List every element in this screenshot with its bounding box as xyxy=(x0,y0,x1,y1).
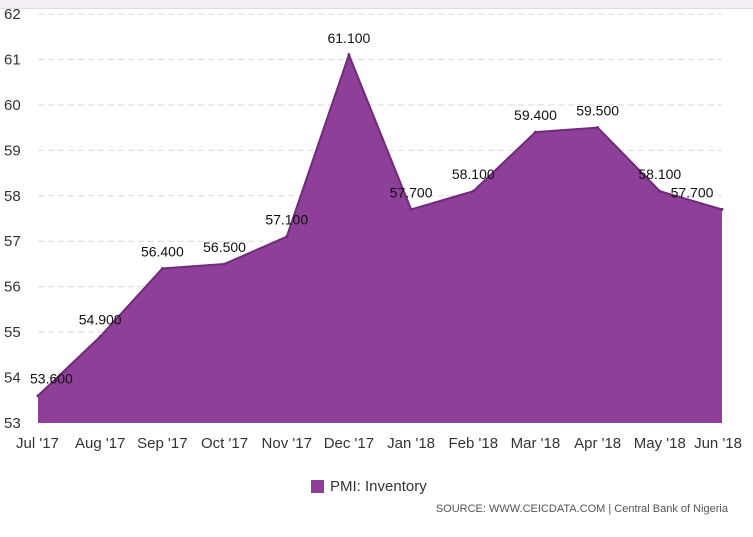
y-tick-label: 53 xyxy=(4,415,21,432)
x-tick-label: Jun '18 xyxy=(694,435,742,452)
x-tick-label: May '18 xyxy=(634,435,686,452)
data-labels: 53.600 54.900 56.400 56.500 57.100 61.100 57.7… xyxy=(30,30,714,387)
data-point[interactable] xyxy=(533,130,537,134)
top-band xyxy=(0,0,753,9)
data-label: 56.500 xyxy=(203,239,246,255)
data-point[interactable] xyxy=(36,394,40,398)
data-point[interactable] xyxy=(409,207,413,211)
data-label: 61.100 xyxy=(327,30,370,46)
legend[interactable]: PMI: Inventory xyxy=(311,478,427,495)
x-tick-label: Aug '17 xyxy=(75,435,125,452)
x-axis: Jul '17 Aug '17 Sep '17 Oct '17 Nov '17 Dec '… xyxy=(16,435,742,452)
data-label: 53.600 xyxy=(30,371,73,387)
x-tick-label: Jul '17 xyxy=(16,435,59,452)
y-tick-label: 59 xyxy=(4,142,21,159)
data-label: 59.500 xyxy=(576,103,619,119)
data-label: 58.100 xyxy=(452,166,495,182)
data-point[interactable] xyxy=(98,335,102,339)
y-tick-label: 57 xyxy=(4,233,21,250)
plot-area xyxy=(36,52,724,424)
data-point[interactable] xyxy=(160,266,164,270)
data-label: 58.100 xyxy=(638,166,681,182)
area-fill xyxy=(38,54,722,424)
data-label: 57.700 xyxy=(390,184,433,200)
data-label: 56.400 xyxy=(141,243,184,259)
x-tick-label: Jan '18 xyxy=(387,435,435,452)
y-tick-label: 58 xyxy=(4,188,21,205)
data-point[interactable] xyxy=(347,53,351,57)
data-label: 54.900 xyxy=(79,312,122,328)
series-line xyxy=(37,52,723,397)
data-point[interactable] xyxy=(285,235,289,239)
y-axis: 53 54 55 56 57 58 59 60 61 62 xyxy=(4,6,21,432)
x-tick-label: Apr '18 xyxy=(574,435,621,452)
data-label: 59.400 xyxy=(514,107,557,123)
data-point[interactable] xyxy=(658,189,662,193)
y-tick-label: 54 xyxy=(4,370,21,387)
x-tick-label: Dec '17 xyxy=(324,435,374,452)
y-tick-label: 60 xyxy=(4,97,21,114)
legend-swatch xyxy=(311,480,324,493)
y-tick-label: 62 xyxy=(4,6,21,23)
x-tick-label: Oct '17 xyxy=(201,435,248,452)
y-tick-label: 55 xyxy=(4,324,21,341)
data-point[interactable] xyxy=(596,126,600,130)
data-label: 57.700 xyxy=(671,184,714,200)
x-tick-label: Feb '18 xyxy=(448,435,498,452)
data-point[interactable] xyxy=(223,262,227,266)
x-tick-label: Mar '18 xyxy=(511,435,561,452)
data-point[interactable] xyxy=(720,207,724,211)
source-note: SOURCE: WWW.CEICDATA.COM | Central Bank … xyxy=(435,503,728,515)
y-tick-label: 61 xyxy=(4,51,21,68)
x-tick-label: Sep '17 xyxy=(137,435,187,452)
y-tick-label: 56 xyxy=(4,279,21,296)
x-tick-label: Nov '17 xyxy=(262,435,312,452)
data-point[interactable] xyxy=(471,189,475,193)
data-label: 57.100 xyxy=(265,212,308,228)
legend-label: PMI: Inventory xyxy=(330,478,427,495)
